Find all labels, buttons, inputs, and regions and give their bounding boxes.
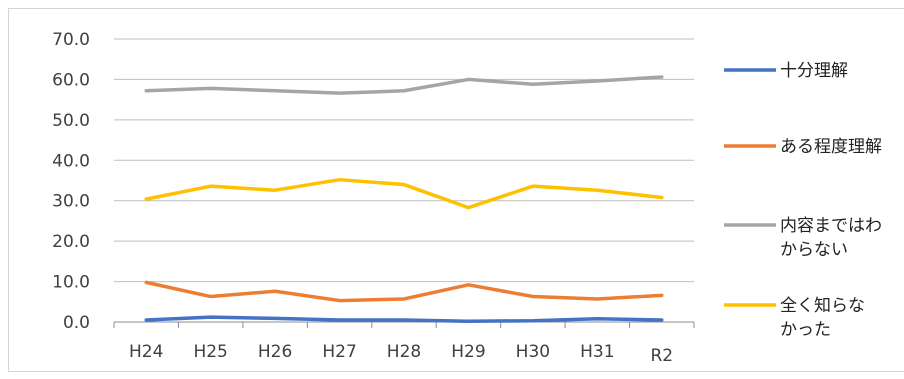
legend-label: からない — [780, 240, 848, 260]
y-tick-label: 60.0 — [52, 70, 90, 90]
gridlines — [114, 38, 694, 283]
y-tick-label: 10.0 — [52, 273, 90, 293]
y-axis-tick-labels: 0.0 10.0 20.0 30.0 40.0 50.0 60.0 70.0 — [52, 30, 90, 333]
y-tick-label: 40.0 — [52, 151, 90, 171]
x-tick-label: H24 — [129, 342, 163, 362]
x-tick-label: H27 — [322, 342, 356, 362]
x-axis-tick-labels: H24 H25 H26 H27 H28 H29 H30 H31 R2 — [129, 342, 673, 366]
y-tick-label: 50.0 — [52, 111, 90, 131]
legend-label: 十分理解 — [780, 61, 848, 81]
series-line — [144, 280, 664, 303]
legend-label: かった — [780, 320, 831, 340]
series-line — [144, 177, 664, 210]
x-tick-label: H29 — [451, 342, 485, 362]
y-tick-label: 20.0 — [52, 232, 90, 252]
series-lines — [144, 75, 664, 323]
axes — [113, 321, 695, 328]
y-tick-label: 0.0 — [63, 313, 90, 333]
y-tick-label: 70.0 — [52, 30, 90, 50]
series-line — [144, 315, 664, 323]
chart-frame — [8, 8, 904, 372]
legend-label: 内容まではわ — [780, 216, 882, 236]
legend-label: ある程度理解 — [780, 137, 882, 157]
x-tick-label: H30 — [516, 342, 550, 362]
legend-label: 全く知らな — [780, 296, 865, 316]
x-tick-label: H31 — [580, 342, 614, 362]
x-tick-label: R2 — [650, 346, 673, 366]
y-tick-label: 30.0 — [52, 192, 90, 212]
x-tick-label: H26 — [258, 342, 292, 362]
x-tick-label: H25 — [193, 342, 227, 362]
x-tick-label: H28 — [387, 342, 421, 362]
series-line — [144, 75, 664, 95]
